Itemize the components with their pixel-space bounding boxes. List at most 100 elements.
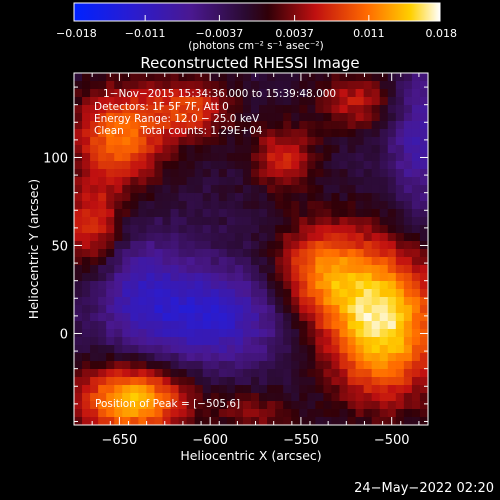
heatmap-cell (387, 265, 397, 274)
heatmap-cell (347, 209, 356, 218)
heatmap-cell (347, 257, 356, 266)
heatmap-cell (106, 361, 115, 370)
heatmap-cell (98, 417, 107, 426)
heatmap-cell (162, 89, 171, 98)
heatmap-cell (114, 257, 123, 266)
heatmap-cell (154, 177, 163, 186)
heatmap-cell (259, 313, 268, 322)
heatmap-cell (403, 377, 413, 386)
heatmap-cell (323, 217, 332, 226)
heatmap-cell (146, 369, 155, 378)
heatmap-cell (411, 209, 421, 218)
heatmap-cell (395, 265, 405, 274)
heatmap-cell (363, 97, 373, 106)
heatmap-cell (146, 161, 155, 170)
heatmap-cell (275, 369, 284, 378)
heatmap-cell (259, 169, 268, 178)
heatmap-cell (307, 129, 316, 138)
heatmap-cell (379, 265, 389, 274)
heatmap-cell (323, 161, 332, 170)
heatmap-cell (403, 393, 413, 402)
heatmap-cell (130, 305, 139, 314)
heatmap-cell (178, 217, 188, 226)
heatmap-cell (74, 177, 83, 186)
heatmap-cell (419, 129, 429, 138)
heatmap-cell (299, 313, 308, 322)
heatmap-cell (242, 113, 252, 122)
heatmap-cell (371, 305, 381, 314)
heatmap-cell (419, 265, 429, 274)
heatmap-cell (355, 353, 365, 362)
heatmap-cell (387, 289, 397, 298)
heatmap-cell (291, 209, 300, 218)
heatmap-cell (130, 105, 139, 114)
heatmap-cell (242, 281, 252, 290)
heatmap-cell (234, 409, 244, 418)
heatmap-cell (379, 177, 389, 186)
heatmap-cell (307, 369, 316, 378)
heatmap-cell (411, 185, 421, 194)
heatmap-cell (82, 153, 91, 162)
heatmap-cell (154, 385, 163, 394)
heatmap-cell (130, 393, 139, 402)
heatmap-cell (315, 209, 324, 218)
heatmap-cell (90, 185, 99, 194)
heatmap-cell (130, 409, 139, 418)
heatmap-cell (355, 401, 365, 410)
heatmap-cell (122, 177, 131, 186)
heatmap-cell (226, 177, 236, 186)
heatmap-cell (210, 89, 220, 98)
heatmap-cell (387, 105, 397, 114)
heatmap-cell (218, 185, 228, 194)
heatmap-cell (202, 321, 212, 330)
heatmap-cell (82, 105, 91, 114)
heatmap-cell (283, 201, 292, 210)
heatmap-cell (339, 249, 348, 258)
heatmap-cell (106, 305, 115, 314)
heatmap-cell (411, 265, 421, 274)
heatmap-cell (403, 369, 413, 378)
heatmap-cell (210, 217, 220, 226)
heatmap-cell (419, 201, 429, 210)
heatmap-cell (170, 377, 179, 386)
heatmap-cell (371, 369, 381, 378)
heatmap-cell (154, 361, 163, 370)
heatmap-cell (234, 393, 244, 402)
heatmap-cell (363, 233, 373, 242)
heatmap-cell (130, 233, 139, 242)
heatmap-cell (202, 233, 212, 242)
heatmap-cell (339, 121, 348, 130)
heatmap-cell (234, 169, 244, 178)
heatmap-cell (82, 273, 91, 282)
heatmap-cell (170, 281, 179, 290)
heatmap-cell (395, 201, 405, 210)
heatmap-cell (234, 145, 244, 154)
heatmap-cell (74, 217, 83, 226)
heatmap-cell (178, 105, 188, 114)
heatmap-cell (226, 353, 236, 362)
heatmap-cell (395, 297, 405, 306)
heatmap-cell (315, 129, 324, 138)
heatmap-cell (323, 233, 332, 242)
heatmap-cell (275, 281, 284, 290)
heatmap-cell (339, 89, 348, 98)
heatmap-cell (251, 321, 260, 330)
heatmap-cell (218, 281, 228, 290)
heatmap-cell (154, 121, 163, 130)
heatmap-cell (299, 257, 308, 266)
heatmap-cell (218, 409, 228, 418)
heatmap-cell (186, 185, 196, 194)
heatmap-cell (259, 281, 268, 290)
heatmap-cell (379, 313, 389, 322)
heatmap-cell (363, 249, 373, 258)
heatmap-cell (210, 73, 220, 82)
heatmap-cell (114, 145, 123, 154)
heatmap-cell (202, 169, 212, 178)
heatmap-cell (242, 297, 252, 306)
heatmap-cell (363, 265, 373, 274)
heatmap-cell (251, 353, 260, 362)
heatmap-cell (411, 417, 421, 426)
heatmap-cell (403, 129, 413, 138)
heatmap-cell (154, 393, 163, 402)
heatmap-cell (267, 241, 276, 250)
